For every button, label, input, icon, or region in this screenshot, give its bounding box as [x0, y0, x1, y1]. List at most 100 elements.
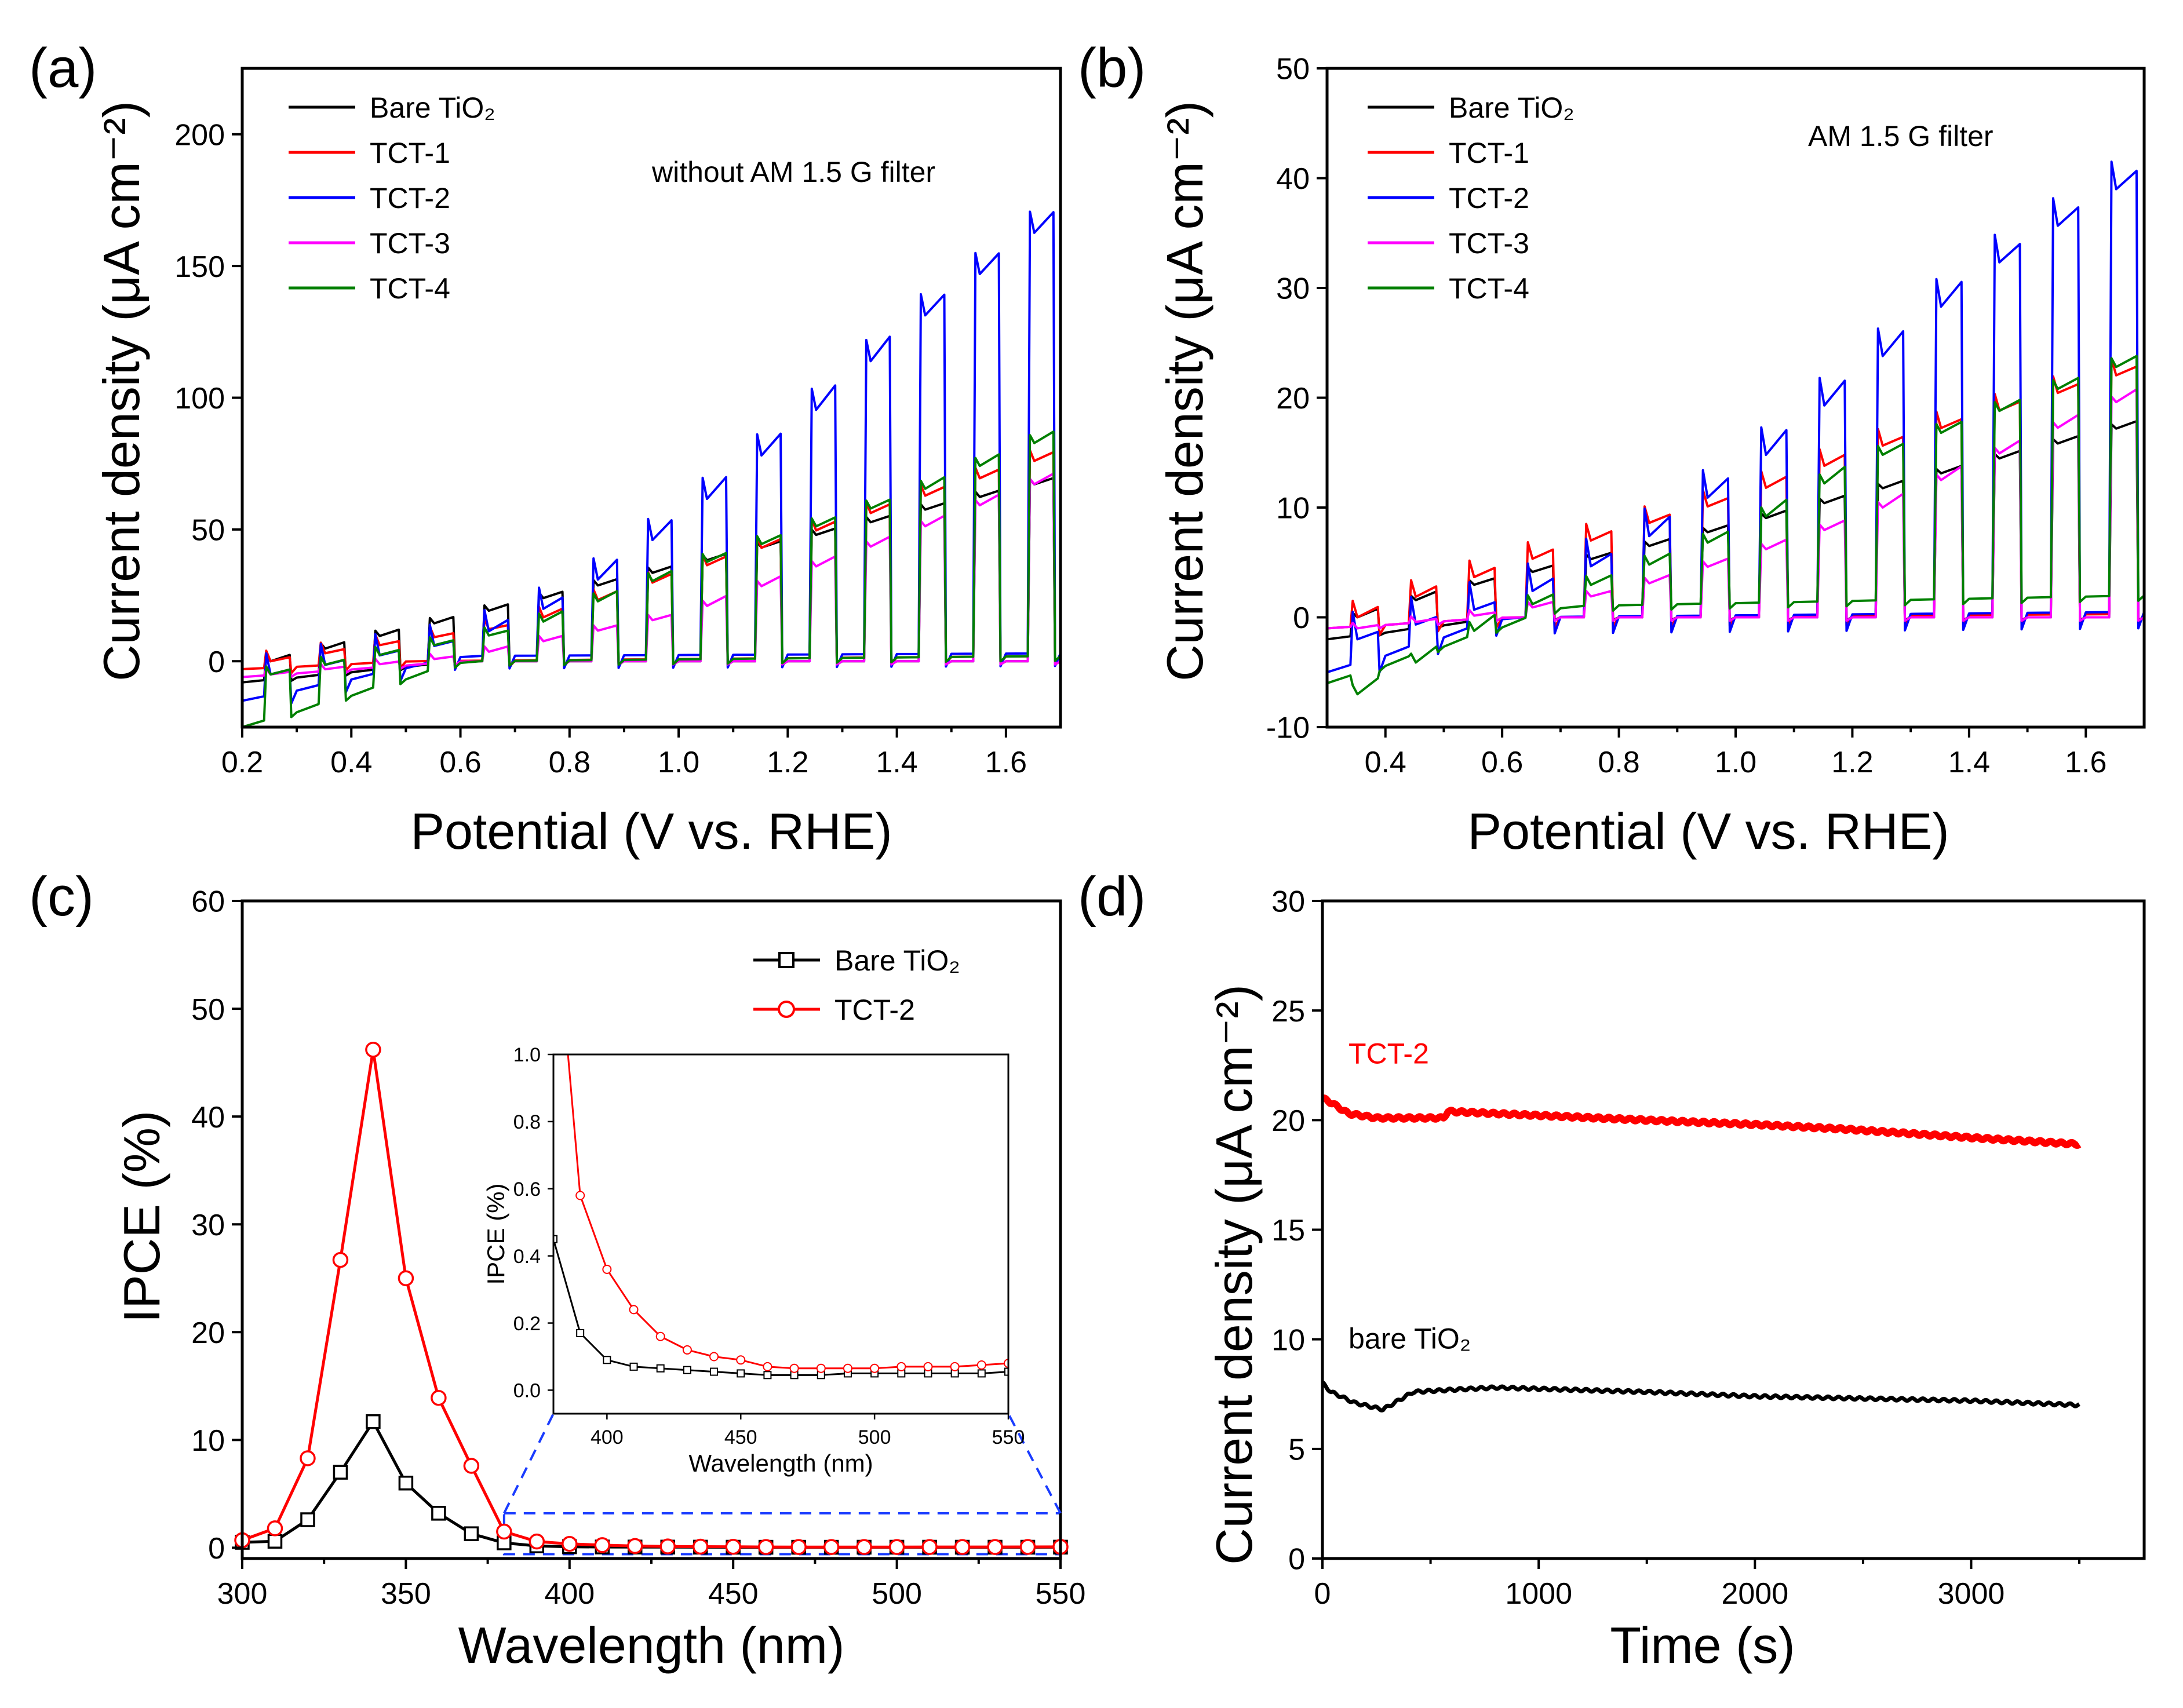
- panel-c-inset-ytick-label: 1.0: [513, 1044, 541, 1066]
- panel-d-xtick-label: 3000: [1938, 1577, 2005, 1611]
- panel-c-inset-frame: [552, 1053, 1009, 1415]
- panel-c-legend-marker: [778, 1001, 795, 1018]
- panel-a-series-line: [242, 477, 1060, 684]
- panel-a-ylabel: Current density (μA cm⁻²): [93, 101, 150, 681]
- panel-a-annotation: without AM 1.5 G filter: [651, 156, 935, 188]
- panel-c-point-circle: [463, 1458, 480, 1474]
- panel-b-series-line: [1327, 355, 2144, 696]
- panel-c-inset-xtick-label: 500: [858, 1426, 891, 1448]
- panel-a-xtick-label: 0.2: [221, 746, 263, 779]
- panel-c-ytick-label: 10: [191, 1424, 225, 1458]
- panel-c-point-circle: [790, 1539, 807, 1555]
- panel-c-inset-point-circle: [736, 1355, 746, 1365]
- panel-b-series-group: [1327, 160, 2144, 696]
- panel-c-point-circle: [692, 1538, 709, 1555]
- panel-a-legend-label: Bare TiO₂: [370, 92, 495, 124]
- panel-a-frame: [240, 67, 1062, 729]
- panel-a-xtick-label: 0.4: [330, 746, 372, 779]
- panel-c-inset-point-square: [629, 1362, 638, 1371]
- panel-c-inset-point-circle: [763, 1362, 772, 1371]
- panel-c-inset-point-square: [656, 1364, 665, 1373]
- panel-c-point-circle: [1019, 1539, 1036, 1555]
- panel-c-frame: [240, 899, 1062, 1560]
- panel-c-ytick-label: 50: [191, 993, 225, 1027]
- panel-a-series-group: [242, 210, 1060, 727]
- panel-c-ytick-label: 30: [191, 1209, 225, 1242]
- panel-d-ylabel: Current density (μA cm⁻²): [1205, 984, 1263, 1565]
- panel-c-inset-ytick-label: 0.6: [513, 1178, 541, 1200]
- panel-c-inset-point-circle: [549, 882, 557, 891]
- panel-c-point-circle: [267, 1520, 283, 1537]
- panel-c-point-circle: [529, 1533, 545, 1550]
- panel-c-point-square: [398, 1476, 414, 1491]
- panel-c-xtick-label: 300: [217, 1577, 268, 1611]
- panel-c-inset-point-square: [710, 1367, 719, 1376]
- panel-d: (d) TCT-2 bare TiO₂ 0 1000 2000 3000 0 5 10 15 20 2…: [1078, 866, 2146, 1674]
- panel-a-ytick-label: 0: [208, 645, 225, 679]
- panel-d-ytick-label: 25: [1271, 995, 1305, 1028]
- panel-b-ytick-label: -10: [1266, 711, 1310, 745]
- panel-c-inset-ylabel: IPCE (%): [482, 1183, 509, 1284]
- panel-c-point-circle: [332, 1251, 349, 1268]
- panel-c-zoom-connector: [503, 1413, 555, 1514]
- panel-c-inset-ytick-label: 0.4: [513, 1246, 541, 1268]
- panel-b-ytick-label: 10: [1276, 492, 1310, 525]
- panel-d-xlabel: Time (s): [1610, 1616, 1795, 1674]
- panel-c-inset-point-circle: [923, 1362, 933, 1371]
- panel-c-inset-point-circle: [1004, 1359, 1008, 1368]
- panel-c-inset-point-circle: [896, 1362, 906, 1371]
- panel-c-inset-point-circle: [976, 1360, 986, 1370]
- panel-b-annotation: AM 1.5 G filter: [1808, 120, 1994, 152]
- panel-d-frame: [1321, 899, 2146, 1560]
- panel-c-inset-point-square: [553, 1235, 557, 1243]
- panel-d-series-label: bare TiO₂: [1349, 1322, 1471, 1355]
- panel-a-xtick-label: 1.4: [876, 746, 917, 779]
- panel-d-series-line: [1321, 1380, 2081, 1413]
- panel-c-inset-point-circle: [629, 1305, 639, 1315]
- panel-c-point-square: [366, 1414, 381, 1429]
- panel-b-ytick-label: 30: [1276, 272, 1310, 306]
- panel-c-inset-point-circle: [575, 1191, 585, 1200]
- panel-a-letter: (a): [29, 37, 97, 99]
- panel-b-ytick-label: 20: [1276, 382, 1310, 415]
- panel-b-series-line: [1327, 160, 2144, 674]
- panel-b-ylabel: Current density (μA cm⁻²): [1156, 101, 1213, 681]
- panel-b-letter: (b): [1078, 37, 1146, 99]
- panel-c-xtick-label: 450: [708, 1577, 759, 1611]
- panel-c-inset-point-square: [977, 1369, 986, 1378]
- panel-a-xtick-label: 1.0: [658, 746, 699, 779]
- panel-d-xtick-label: 0: [1314, 1577, 1331, 1611]
- panel-c-ytick-label: 20: [191, 1316, 225, 1350]
- panel-a-series-line: [242, 430, 1060, 727]
- panel-c-point-square: [464, 1526, 479, 1541]
- panel-c-inset-point-square: [603, 1356, 611, 1364]
- panel-b-ytick-label: 0: [1293, 601, 1310, 635]
- panel-b-xlabel: Potential (V vs. RHE): [1467, 802, 1949, 860]
- panel-b-xtick-label: 1.0: [1715, 746, 1756, 779]
- panel-b-xtick-label: 1.4: [1948, 746, 1990, 779]
- panel-d-ytick-label: 10: [1271, 1323, 1305, 1357]
- panel-a: (a) 0.2 0.4 0.6 0.8 1.0 1.2 1.4 1.6 0 50 100 150 200…: [29, 37, 1062, 860]
- panel-c-inset-ytick-label: 0.2: [513, 1313, 541, 1335]
- panel-c-point-square: [300, 1512, 315, 1527]
- panel-c-xlabel: Wavelength (nm): [458, 1616, 845, 1674]
- panel-c-inset-xtick-label: 400: [591, 1426, 624, 1448]
- panel-d-xtick-label: 2000: [1721, 1577, 1788, 1611]
- panel-c-point-circle: [725, 1538, 741, 1555]
- panel-c-point-circle: [627, 1538, 643, 1554]
- panel-b: (b) 0.4 0.6 0.8 1.0 1.2 1.4 1.6 -10 0 10 20 30 40 50 B…: [1078, 37, 2146, 860]
- panel-b-xtick-label: 1.6: [2065, 746, 2107, 779]
- panel-c-inset-point-circle: [709, 1352, 719, 1362]
- panel-c-letter: (c): [29, 866, 94, 928]
- panel-d-ytick-label: 15: [1271, 1214, 1305, 1247]
- panel-a-legend-label: TCT-3: [370, 227, 450, 260]
- panel-d-xtick-label: 1000: [1505, 1577, 1572, 1611]
- panel-c-point-circle: [757, 1539, 774, 1555]
- panel-a-ytick-label: 100: [174, 382, 225, 415]
- panel-a-series-line: [242, 210, 1060, 705]
- panel-c-inset-point-square: [737, 1369, 745, 1378]
- panel-c-point-square: [431, 1506, 446, 1521]
- panel-c-ytick-label: 0: [208, 1532, 225, 1565]
- panel-c-point-circle: [594, 1537, 611, 1553]
- panel-c-point-circle: [888, 1539, 905, 1555]
